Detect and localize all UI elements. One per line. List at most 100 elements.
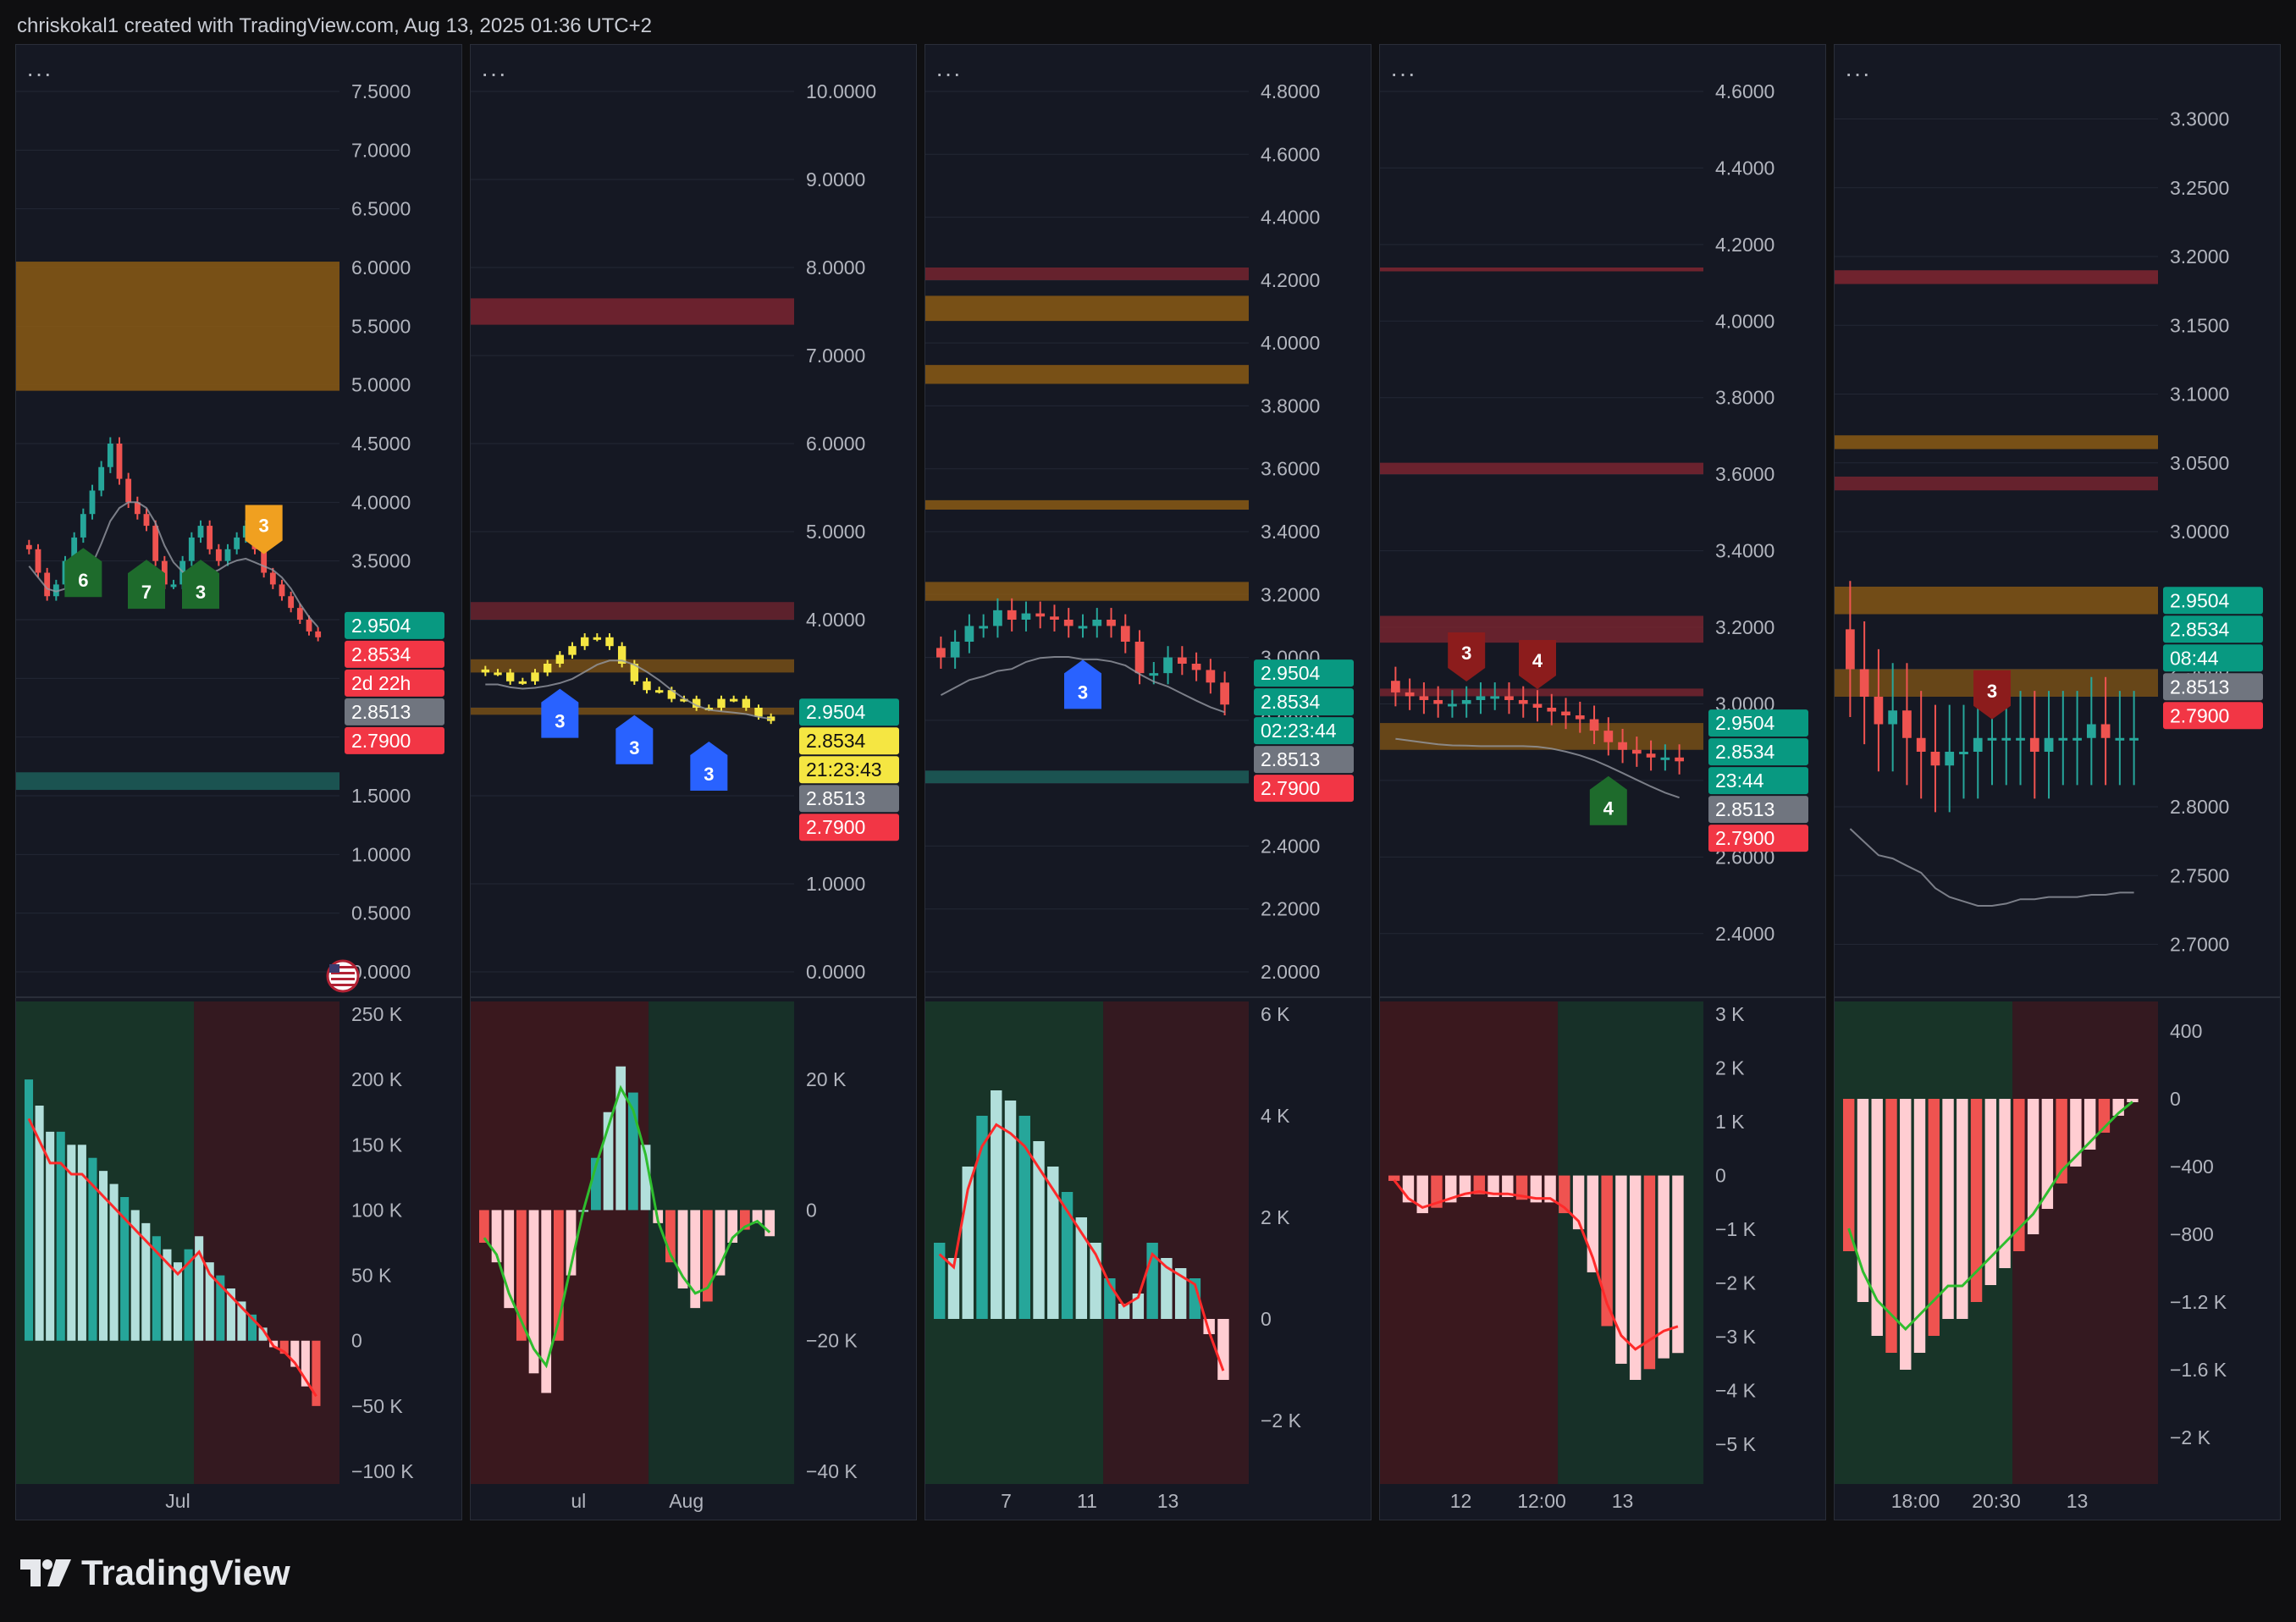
candle-body (1419, 696, 1429, 700)
more-options-icon[interactable]: ··· (1845, 60, 1871, 86)
price-tick-label: 4.8000 (1261, 80, 1320, 102)
candle-body (1191, 664, 1201, 670)
candle-body (1035, 613, 1046, 617)
osc-histogram-bar (554, 1210, 564, 1341)
price-zone (925, 770, 1249, 784)
more-options-icon[interactable]: ··· (481, 60, 507, 86)
more-options-icon[interactable]: ··· (1390, 60, 1416, 86)
chart-panel-2[interactable]: 10.0000 9.0000 8.0000 7.0000 6.0000 5.0000 4.0… (470, 44, 917, 1520)
candle-body (296, 608, 303, 620)
osc-zone-bg (1380, 1001, 1559, 1484)
price-label-text: 2.8513 (2170, 676, 2229, 698)
price-tick-label: 0.0000 (806, 961, 865, 983)
price-label-text: 2.9504 (2170, 589, 2230, 611)
osc-histogram-bar (991, 1090, 1002, 1319)
price-tick-label: 6.0000 (351, 257, 411, 279)
signal-marker-label: 3 (704, 764, 714, 785)
chart-panel-4[interactable]: 4.6000 4.4000 4.2000 4.0000 3.8000 3.6000 3.40… (1379, 44, 1826, 1520)
price-label-text: 2d 22h (351, 672, 411, 694)
osc-histogram-bar (1033, 1141, 1045, 1319)
signal-marker-label: 3 (1461, 643, 1471, 664)
time-tick-label: 7 (1001, 1490, 1012, 1512)
candle-body (1631, 749, 1642, 754)
price-tick-label: 3.2000 (1261, 583, 1320, 605)
osc-histogram-bar (665, 1210, 676, 1263)
price-label-text: 2.9504 (1715, 712, 1775, 734)
time-tick-label: 12:00 (1517, 1490, 1566, 1512)
candle-body (1461, 699, 1471, 704)
candle-body (2115, 737, 2125, 741)
signal-marker: 3 (182, 560, 219, 610)
more-options-icon[interactable]: ··· (26, 60, 52, 86)
candle-body (1490, 696, 1500, 699)
flag-stripe (331, 984, 355, 986)
signal-marker: 3 (1448, 632, 1486, 681)
chart-svg: 7.5000 7.0000 6.5000 6.0000 5.5000 5.0000 4.50… (16, 80, 461, 1512)
osc-histogram-bar (1530, 1175, 1543, 1203)
candle-body (234, 537, 240, 549)
osc-histogram-bar (727, 1210, 738, 1243)
price-label-box (2163, 702, 2263, 730)
candle-body (729, 698, 738, 702)
chart-panel-3[interactable]: 4.8000 4.6000 4.4000 4.2000 4.0000 3.8000 3.60… (924, 44, 1372, 1520)
osc-tick-label: 0 (351, 1330, 362, 1352)
candle-body (1532, 703, 1543, 708)
price-label-box (799, 756, 899, 784)
price-label-box (1708, 796, 1808, 824)
price-label-box (799, 698, 899, 726)
osc-histogram-bar (1075, 1217, 1088, 1319)
chart-panel-1[interactable]: 7.5000 7.0000 6.5000 6.0000 5.5000 5.0000 4.50… (15, 44, 462, 1520)
moving-average-line (485, 659, 771, 720)
osc-histogram-bar (25, 1079, 34, 1341)
time-tick-label: ul (571, 1490, 586, 1512)
osc-histogram-bar (1559, 1175, 1570, 1214)
signal-marker: 7 (128, 560, 165, 610)
price-tick-label: 5.0000 (806, 521, 865, 543)
price-label-text: 2.9504 (351, 615, 411, 637)
price-tick-label: 2.8000 (2170, 796, 2229, 818)
price-label-text: 2.8513 (1261, 748, 1320, 770)
osc-histogram-bar (163, 1249, 172, 1341)
candle-body (1134, 642, 1145, 674)
osc-signal-line (1847, 1101, 2133, 1332)
more-options-icon[interactable]: ··· (936, 60, 962, 86)
price-tick-label: 3.8000 (1261, 394, 1320, 417)
price-tick-label: 9.0000 (806, 168, 865, 190)
candle-body (89, 490, 96, 515)
price-label-text: 2.8513 (1715, 798, 1774, 820)
osc-histogram-bar (184, 1249, 193, 1341)
price-label-text: 2.7900 (806, 816, 865, 838)
osc-tick-label: 2 K (1261, 1206, 1290, 1228)
osc-tick-label: −1.2 K (2170, 1291, 2227, 1313)
osc-histogram-bar (130, 1210, 140, 1341)
time-tick-label: Jul (165, 1490, 190, 1512)
osc-histogram-bar (195, 1236, 204, 1341)
signal-marker: 3 (1064, 659, 1101, 709)
candle-body (152, 526, 159, 561)
osc-histogram-bar (740, 1210, 750, 1230)
osc-tick-label: −1 K (1715, 1218, 1757, 1240)
candle-body (1206, 670, 1216, 683)
osc-histogram-bar (2027, 1099, 2039, 1234)
osc-histogram-bar (541, 1210, 552, 1393)
moving-average-line (1395, 737, 1680, 799)
price-tick-label: 0.0000 (351, 961, 411, 983)
osc-histogram-bar (1643, 1175, 1656, 1370)
osc-histogram-bar (1672, 1175, 1684, 1354)
price-tick-label: 4.4000 (1715, 157, 1774, 179)
chart-panel-5[interactable]: 3.3000 3.2500 3.2000 3.1500 3.1000 3.0500 3.00… (1834, 44, 2281, 1520)
candle-body (717, 698, 726, 708)
candle-body (170, 584, 177, 588)
price-tick-label: 4.0000 (806, 609, 865, 631)
price-label-box (1254, 746, 1354, 774)
osc-tick-label: 200 K (351, 1068, 403, 1090)
osc-histogram-bar (1928, 1099, 1940, 1336)
candle-body (2072, 737, 2082, 741)
candle-body (568, 646, 577, 655)
candle-body (1930, 752, 1940, 766)
osc-histogram-bar (1629, 1175, 1642, 1380)
osc-histogram-bar (1885, 1099, 1897, 1353)
price-tick-label: 4.0000 (351, 491, 411, 513)
candle-body (1575, 715, 1585, 720)
price-tick-label: 5.5000 (351, 315, 411, 337)
